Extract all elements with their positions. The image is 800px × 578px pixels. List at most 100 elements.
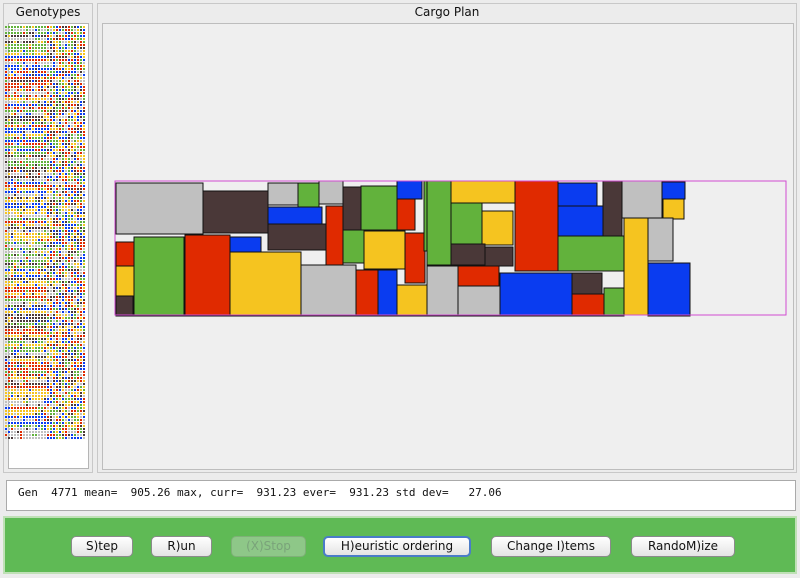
genotype-cell	[32, 74, 34, 76]
genotype-cell	[74, 56, 76, 58]
genotype-cell	[38, 398, 40, 400]
genotype-cell	[32, 260, 34, 262]
genotype-cell	[29, 317, 31, 319]
genotype-cell	[47, 239, 49, 241]
genotype-cell	[68, 290, 70, 292]
run-button[interactable]: R)un	[151, 536, 212, 557]
genotype-cell	[38, 251, 40, 253]
genotype-cell	[44, 173, 46, 175]
genotype-cell	[44, 68, 46, 70]
genotype-cell	[17, 383, 19, 385]
genotype-cell	[71, 134, 73, 136]
genotype-cell	[47, 392, 49, 394]
genotype-cell	[17, 374, 19, 376]
genotype-cell	[77, 191, 79, 193]
genotype-cell	[74, 413, 76, 415]
genotype-cell	[20, 398, 22, 400]
genotype-cell	[59, 95, 61, 97]
genotype-cell	[5, 431, 7, 433]
genotype-cell	[83, 83, 85, 85]
genotype-cell	[14, 131, 16, 133]
genotype-cell	[50, 215, 52, 217]
genotype-cell	[8, 311, 10, 313]
genotype-cell	[11, 185, 13, 187]
genotype-cell	[71, 182, 73, 184]
heuristic-ordering-button[interactable]: H)euristic ordering	[323, 536, 471, 557]
genotype-cell	[11, 317, 13, 319]
genotype-cell	[71, 215, 73, 217]
randomize-button[interactable]: RandoM)ize	[631, 536, 735, 557]
genotype-cell	[41, 242, 43, 244]
genotype-cell	[77, 239, 79, 241]
cargo-item-brown	[267, 223, 327, 251]
cargo-item-gray	[426, 265, 459, 317]
genotype-cell	[26, 230, 28, 232]
genotype-cell	[17, 215, 19, 217]
genotype-cell	[47, 374, 49, 376]
genotype-cell	[80, 425, 82, 427]
genotype-cell	[41, 290, 43, 292]
genotype-cell	[50, 245, 52, 247]
genotype-cell	[23, 374, 25, 376]
genotype-cell	[80, 251, 82, 253]
genotype-cell	[44, 170, 46, 172]
genotype-cell	[77, 248, 79, 250]
genotype-cell	[38, 380, 40, 382]
genotype-cell	[53, 140, 55, 142]
genotype-cell	[35, 140, 37, 142]
genotype-cell	[65, 137, 67, 139]
genotype-cell	[50, 359, 52, 361]
genotype-cell	[47, 314, 49, 316]
genotype-cell	[14, 170, 16, 172]
genotype-cell	[29, 338, 31, 340]
genotype-cell	[5, 137, 7, 139]
genotype-cell	[17, 179, 19, 181]
change-items-button[interactable]: Change I)tems	[491, 536, 611, 557]
genotype-cell	[65, 74, 67, 76]
genotype-cell	[53, 53, 55, 55]
genotype-cell	[62, 197, 64, 199]
genotype-cell	[17, 41, 19, 43]
cargo-item-yellow	[229, 251, 302, 317]
genotype-cell	[20, 419, 22, 421]
genotype-cell	[20, 269, 22, 271]
genotype-cell	[29, 272, 31, 274]
genotype-cell	[83, 272, 85, 274]
genotype-cell	[38, 86, 40, 88]
genotype-cell	[35, 293, 37, 295]
step-button[interactable]: S)tep	[71, 536, 133, 557]
genotype-cell	[59, 164, 61, 166]
genotype-cell	[65, 86, 67, 88]
genotype-cell	[83, 263, 85, 265]
genotype-cell	[59, 413, 61, 415]
genotype-cell	[44, 245, 46, 247]
genotype-cell	[11, 203, 13, 205]
genotype-cell	[65, 122, 67, 124]
genotype-cell	[83, 212, 85, 214]
genotype-cell	[68, 344, 70, 346]
genotype-cell	[11, 413, 13, 415]
genotype-cell	[8, 437, 10, 439]
genotype-cell	[26, 218, 28, 220]
genotype-cell	[77, 113, 79, 115]
genotype-cell	[20, 272, 22, 274]
genotype-cell	[62, 80, 64, 82]
genotype-cell	[20, 374, 22, 376]
genotype-cell	[74, 314, 76, 316]
genotype-cell	[65, 62, 67, 64]
genotype-cell	[35, 251, 37, 253]
genotype-cell	[68, 35, 70, 37]
genotype-cell	[68, 149, 70, 151]
genotype-cell	[80, 38, 82, 40]
genotype-cell	[50, 401, 52, 403]
genotype-cell	[83, 173, 85, 175]
genotype-cell	[11, 53, 13, 55]
genotype-cell	[62, 158, 64, 160]
genotype-cell	[47, 335, 49, 337]
genotype-cell	[38, 140, 40, 142]
genotype-cell	[5, 71, 7, 73]
genotype-cell	[47, 56, 49, 58]
genotype-cell	[65, 290, 67, 292]
genotype-cell	[74, 332, 76, 334]
genotype-cell	[80, 125, 82, 127]
